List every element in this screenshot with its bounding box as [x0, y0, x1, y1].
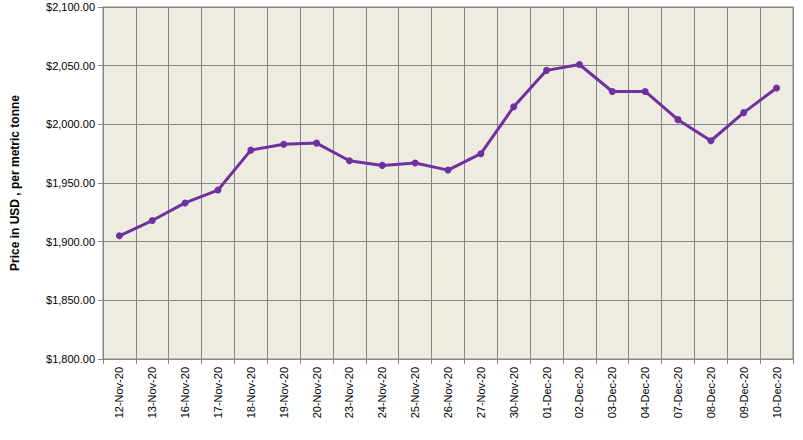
svg-text:23-Nov-20: 23-Nov-20 — [343, 367, 355, 418]
svg-text:18-Nov-20: 18-Nov-20 — [245, 367, 257, 418]
svg-text:$1,800.00: $1,800.00 — [46, 353, 95, 365]
svg-text:19-Nov-20: 19-Nov-20 — [278, 367, 290, 418]
svg-text:02-Dec-20: 02-Dec-20 — [573, 367, 585, 418]
svg-text:13-Nov-20: 13-Nov-20 — [146, 367, 158, 418]
svg-text:03-Dec-20: 03-Dec-20 — [606, 367, 618, 418]
svg-text:30-Nov-20: 30-Nov-20 — [508, 367, 520, 418]
svg-text:12-Nov-20: 12-Nov-20 — [113, 367, 125, 418]
svg-text:$1,850.00: $1,850.00 — [46, 294, 95, 306]
svg-text:07-Dec-20: 07-Dec-20 — [672, 367, 684, 418]
svg-text:24-Nov-20: 24-Nov-20 — [376, 367, 388, 418]
svg-text:09-Dec-20: 09-Dec-20 — [738, 367, 750, 418]
svg-text:17-Nov-20: 17-Nov-20 — [212, 367, 224, 418]
svg-text:$1,950.00: $1,950.00 — [46, 177, 95, 189]
svg-text:$2,000.00: $2,000.00 — [46, 118, 95, 130]
svg-text:01-Dec-20: 01-Dec-20 — [541, 367, 553, 418]
svg-text:08-Dec-20: 08-Dec-20 — [705, 367, 717, 418]
svg-text:25-Nov-20: 25-Nov-20 — [409, 367, 421, 418]
svg-text:$1,900.00: $1,900.00 — [46, 236, 95, 248]
svg-text:26-Nov-20: 26-Nov-20 — [442, 367, 454, 418]
svg-text:Price in USD , per metric tonn: Price in USD , per metric tonne — [8, 95, 22, 271]
svg-text:16-Nov-20: 16-Nov-20 — [179, 367, 191, 418]
svg-text:04-Dec-20: 04-Dec-20 — [639, 367, 651, 418]
svg-text:10-Dec-20: 10-Dec-20 — [771, 367, 783, 418]
svg-text:$2,050.00: $2,050.00 — [46, 60, 95, 72]
svg-text:20-Nov-20: 20-Nov-20 — [311, 367, 323, 418]
svg-text:27-Nov-20: 27-Nov-20 — [475, 367, 487, 418]
svg-text:$2,100.00: $2,100.00 — [46, 1, 95, 13]
